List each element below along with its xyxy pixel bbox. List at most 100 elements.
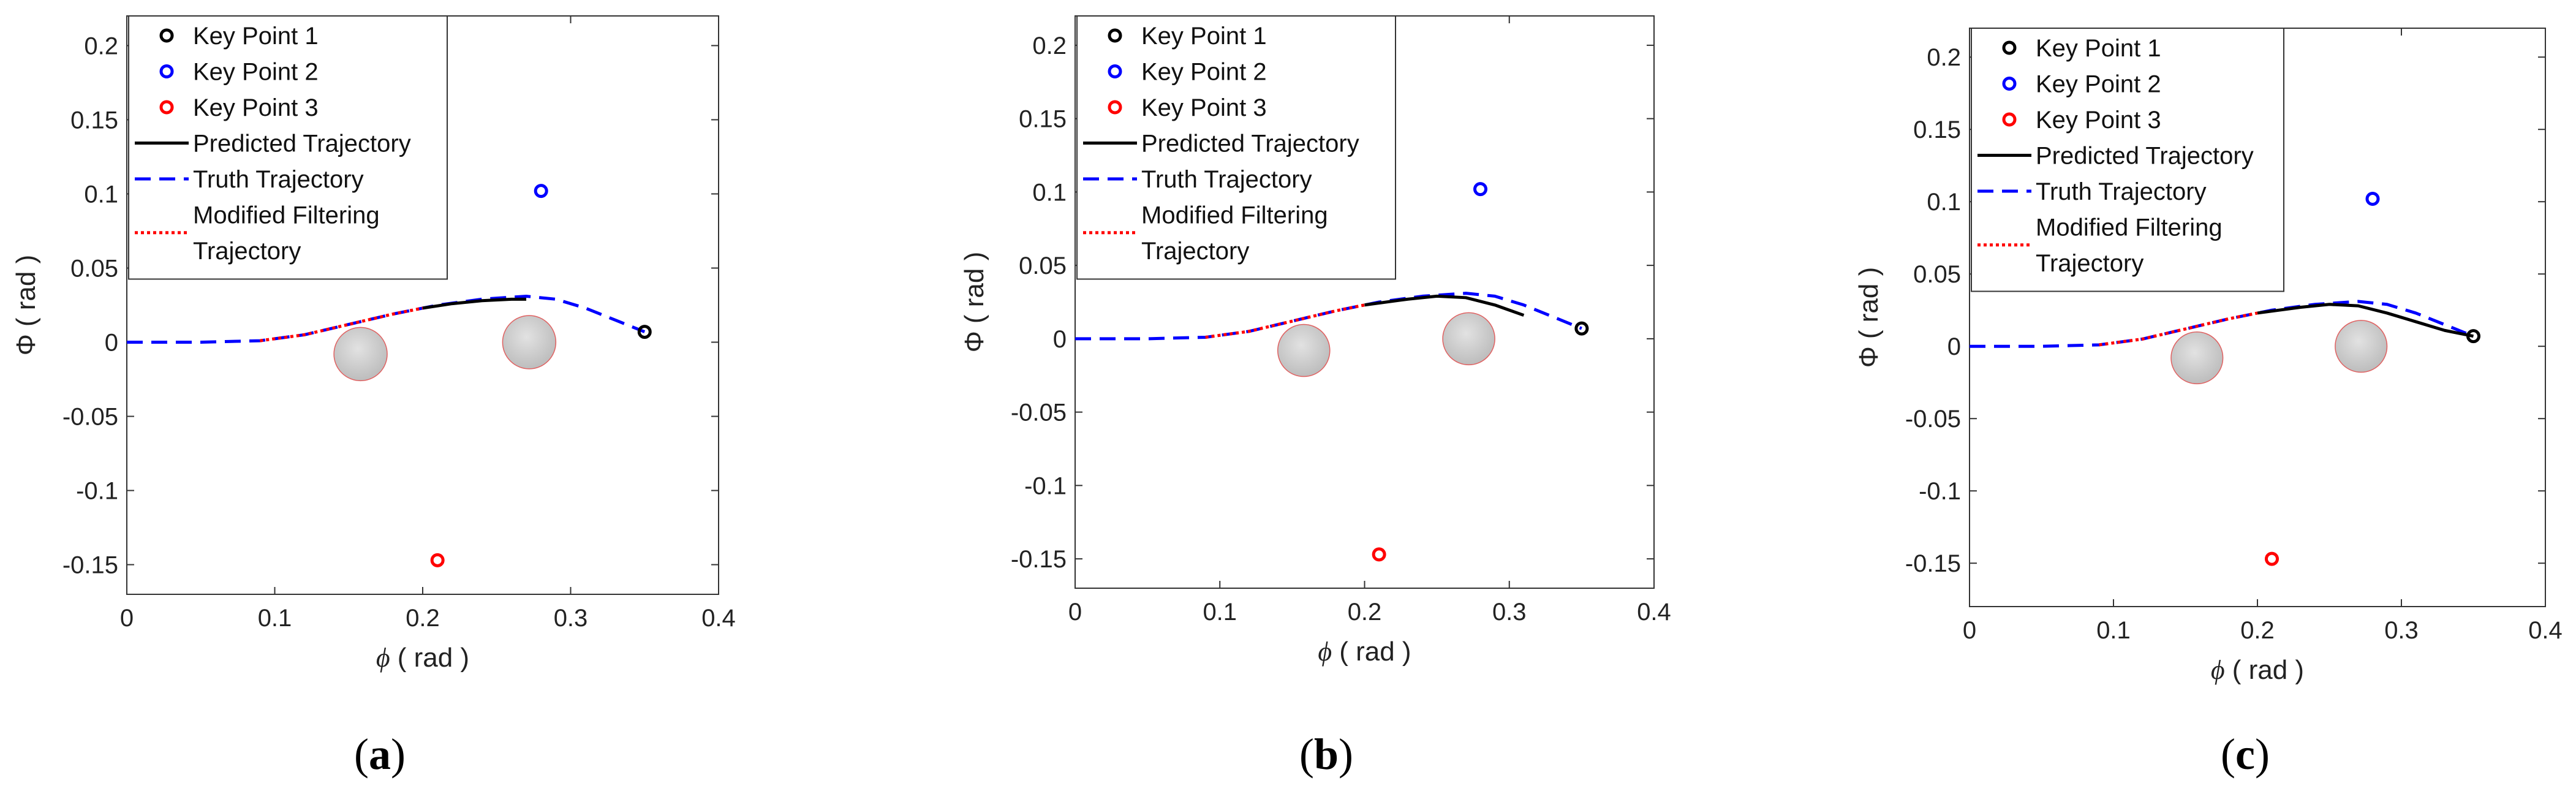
x-tick-label: 0 <box>1963 617 1976 644</box>
legend-marker <box>1108 28 1122 43</box>
legend: Key Point 1 Key Point 2 Key Point 3 Predict… <box>1971 28 2284 292</box>
x-tick-label: 0.1 <box>258 605 292 632</box>
y-axis-symbol: Φ <box>959 331 989 352</box>
series-line-modified-filtering-trajectory <box>1205 303 1365 339</box>
series-line-predicted-trajectory <box>1364 294 1525 317</box>
y-tick-label: -0.1 <box>1024 472 1067 499</box>
x-tick-label: 0 <box>1068 599 1082 626</box>
x-axis-symbol: ϕ <box>1318 637 1332 667</box>
key-point-marker <box>2265 551 2279 566</box>
y-tick-label: 0.1 <box>1032 179 1067 206</box>
y-axis-unit: ( rad ) <box>1854 267 1884 339</box>
caption-paren: ) <box>391 730 406 779</box>
y-tick-label: -0.15 <box>1011 546 1067 573</box>
panel-caption: (b) <box>1299 730 1353 779</box>
legend-marker <box>159 28 174 43</box>
x-tick-label: 0.1 <box>1203 599 1237 626</box>
legend-label: Modified Filtering <box>2036 214 2223 241</box>
y-tick-label: 0.05 <box>1913 261 1961 288</box>
caption-letter: a <box>369 730 391 779</box>
legend-label: Modified Filtering <box>1141 202 1328 229</box>
obstacle-circle <box>2335 320 2388 373</box>
legend-marker <box>2002 112 2017 127</box>
obstacle-circle <box>502 315 557 369</box>
legend-box <box>1076 15 1396 280</box>
legend-label: Key Point 3 <box>193 94 319 121</box>
y-tick-label: -0.15 <box>1905 550 1961 577</box>
legend-label: Key Point 2 <box>1141 59 1267 86</box>
legend-label: Trajectory <box>1141 238 1249 265</box>
y-tick-label: -0.1 <box>1919 478 1961 505</box>
caption-paren: ( <box>1299 730 1314 779</box>
key-point-marker <box>1473 182 1487 197</box>
panel-caption: (c) <box>2221 730 2270 779</box>
legend-label: Truth Trajectory <box>193 166 364 193</box>
y-tick-label: -0.1 <box>76 478 118 505</box>
y-tick-label: 0 <box>105 330 118 357</box>
y-tick-label: 0.2 <box>84 32 118 59</box>
x-axis-label: ϕ( rad ) <box>1318 637 1411 667</box>
y-axis-label: Φ ( rad ) <box>11 255 41 355</box>
x-tick-label: 0.2 <box>1348 599 1382 626</box>
y-tick-label: -0.05 <box>62 404 118 431</box>
y-tick-label: -0.15 <box>62 552 118 579</box>
x-tick-label: 0.2 <box>406 605 440 632</box>
legend-label: Trajectory <box>193 238 301 265</box>
y-axis-symbol: Φ <box>11 334 41 355</box>
y-tick-label: -0.05 <box>1011 399 1067 426</box>
obstacle-circle <box>333 327 388 382</box>
x-tick-label: 0.4 <box>2528 617 2563 644</box>
legend-label: Predicted Trajectory <box>193 131 411 157</box>
legend-label: Key Point 1 <box>193 23 319 50</box>
legend-label: Trajectory <box>2036 250 2144 277</box>
x-axis-symbol: ϕ <box>2211 655 2225 685</box>
caption-paren: ( <box>2221 730 2235 779</box>
caption-letter: b <box>1314 730 1339 779</box>
legend: Key Point 1 Key Point 2 Key Point 3 Predict… <box>128 15 448 280</box>
legend-label: Modified Filtering <box>193 202 380 229</box>
obstacle-circle <box>2170 331 2224 385</box>
chart-panel-b: 0 0.1 0.2 0.3 0.4 0.2 0.15 0.1 0.05 0 -0.05 -0.1 -0.… <box>959 15 1671 779</box>
x-tick-label: 0.3 <box>1492 599 1527 626</box>
x-tick-label: 0 <box>120 605 134 632</box>
chart-panel-a: 0 0.1 0.2 0.3 0.4 0.2 0.15 0.1 0.05 0 -0.05 -0.1 -0.… <box>11 15 736 779</box>
x-tick-label: 0.2 <box>2240 617 2275 644</box>
chart-panel-c: 0 0.1 0.2 0.3 0.4 0.2 0.15 0.1 0.05 0 -0.05 -0.1 -0.… <box>1854 28 2563 779</box>
legend-label: Truth Trajectory <box>2036 178 2207 205</box>
y-tick-label: 0.05 <box>1019 252 1067 279</box>
caption-paren: ) <box>2255 730 2270 779</box>
y-tick-label: 0.1 <box>84 181 118 208</box>
x-axis-label: ϕ( rad ) <box>376 643 469 673</box>
caption-paren: ) <box>1339 730 1353 779</box>
key-point-marker <box>430 553 445 567</box>
x-axis-label: ϕ( rad ) <box>2211 655 2304 685</box>
legend-label: Key Point 2 <box>193 59 319 86</box>
legend-label: Key Point 1 <box>1141 23 1267 50</box>
legend-label: Key Point 3 <box>2036 107 2161 134</box>
y-tick-label: 0 <box>1947 333 1961 360</box>
x-tick-label: 0.4 <box>701 605 736 632</box>
legend-box <box>128 15 448 280</box>
legend-marker <box>159 100 174 115</box>
legend-marker <box>2002 77 2017 91</box>
series-line-predicted-trajectory <box>422 297 527 310</box>
x-tick-label: 0.1 <box>2096 617 2131 644</box>
y-tick-label: 0 <box>1053 326 1067 353</box>
legend-marker <box>159 64 174 78</box>
key-point-marker <box>2466 329 2480 344</box>
x-axis-unit: ( rad ) <box>2232 655 2304 685</box>
y-tick-label: 0.2 <box>1032 32 1067 59</box>
y-tick-label: 0.05 <box>70 255 118 282</box>
y-tick-label: -0.05 <box>1905 406 1961 433</box>
key-point-marker <box>1574 321 1589 336</box>
key-point-marker <box>1372 547 1386 562</box>
obstacle-circle <box>1442 312 1495 366</box>
key-point-marker <box>2365 191 2380 206</box>
y-tick-label: 0.15 <box>1019 106 1067 133</box>
panel-caption: (a) <box>354 730 406 779</box>
legend: Key Point 1 Key Point 2 Key Point 3 Predict… <box>1076 15 1396 280</box>
series-line-predicted-trajectory <box>2257 303 2474 338</box>
y-tick-label: 0.2 <box>1927 44 1961 71</box>
y-axis-label: Φ ( rad ) <box>1854 267 1884 368</box>
legend-marker <box>1108 100 1122 115</box>
